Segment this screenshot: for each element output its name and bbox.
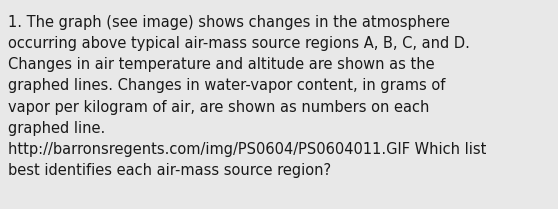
Text: 1. The graph (see image) shows changes in the atmosphere
occurring above typical: 1. The graph (see image) shows changes i…	[8, 15, 487, 178]
